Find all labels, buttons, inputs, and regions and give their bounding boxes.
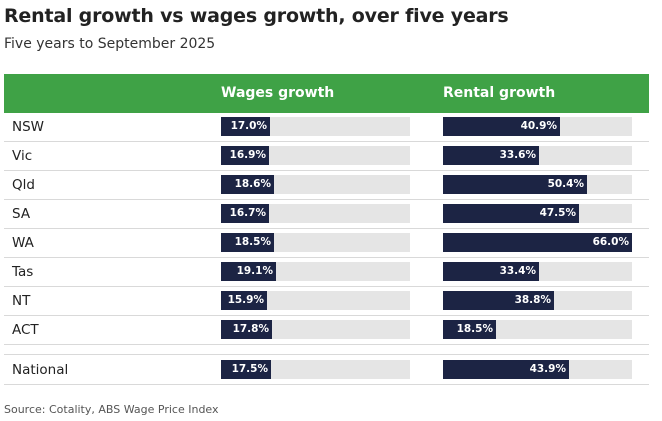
wages-bar-wa: 18.5% xyxy=(221,233,274,252)
bar-value-label: 16.7% xyxy=(229,207,266,219)
rental-bar-act: 18.5% xyxy=(443,320,496,339)
row-label: NSW xyxy=(12,119,45,135)
bar-value-label: 18.5% xyxy=(234,236,271,248)
rental-bar-track: 38.8% xyxy=(443,291,632,310)
bar-value-label: 47.5% xyxy=(539,207,576,219)
rental-bar-track: 47.5% xyxy=(443,204,632,223)
wages-bar-nsw: 17.0% xyxy=(221,117,270,136)
wages-column-header: Wages growth xyxy=(221,85,335,101)
wages-bar-tas: 19.1% xyxy=(221,262,276,281)
row-label: Qld xyxy=(12,177,35,193)
rental-bar-national: 43.9% xyxy=(443,360,569,379)
table-row-sa: SA 16.7% 47.5% xyxy=(4,200,649,229)
wages-bar-track: 16.9% xyxy=(221,146,410,165)
rental-bar-tas: 33.4% xyxy=(443,262,539,281)
table-row-national: National 17.5% 43.9% xyxy=(4,355,649,385)
wages-bar-track: 17.5% xyxy=(221,360,410,379)
rental-bar-track: 18.5% xyxy=(443,320,632,339)
bar-value-label: 19.1% xyxy=(236,265,273,277)
bar-value-label: 40.9% xyxy=(520,120,557,132)
rental-column-header: Rental growth xyxy=(443,85,556,101)
table-row-vic: Vic 16.9% 33.6% xyxy=(4,142,649,171)
wages-bar-act: 17.8% xyxy=(221,320,272,339)
rental-bar-sa: 47.5% xyxy=(443,204,579,223)
chart-title: Rental growth vs wages growth, over five… xyxy=(4,5,509,27)
bar-value-label: 50.4% xyxy=(547,178,584,190)
rental-bar-wa: 66.0% xyxy=(443,233,632,252)
row-label: National xyxy=(12,362,69,378)
source-note: Source: Cotality, ABS Wage Price Index xyxy=(4,403,219,416)
row-label: NT xyxy=(12,293,31,309)
chart-subtitle: Five years to September 2025 xyxy=(4,36,216,52)
wages-bar-track: 18.6% xyxy=(221,175,410,194)
rental-bar-qld: 50.4% xyxy=(443,175,587,194)
wages-bar-track: 16.7% xyxy=(221,204,410,223)
bar-value-label: 18.6% xyxy=(234,178,271,190)
bar-value-label: 17.5% xyxy=(231,363,268,375)
wages-bar-qld: 18.6% xyxy=(221,175,274,194)
row-divider xyxy=(4,345,649,355)
wages-bar-nt: 15.9% xyxy=(221,291,267,310)
bar-value-label: 43.9% xyxy=(529,363,566,375)
table-header: Wages growth Rental growth xyxy=(4,74,649,113)
rental-bar-vic: 33.6% xyxy=(443,146,539,165)
bar-value-label: 15.9% xyxy=(227,294,264,306)
bar-value-label: 33.6% xyxy=(499,149,536,161)
wages-bar-track: 17.8% xyxy=(221,320,410,339)
bar-table: NSW 17.0% 40.9% Vic 16.9% 33.6% Qld 18.6% 50.4% S… xyxy=(4,113,649,385)
rental-bar-track: 33.6% xyxy=(443,146,632,165)
wages-bar-track: 15.9% xyxy=(221,291,410,310)
wages-bar-sa: 16.7% xyxy=(221,204,269,223)
row-label: SA xyxy=(12,206,31,222)
wages-bar-track: 19.1% xyxy=(221,262,410,281)
rental-bar-nt: 38.8% xyxy=(443,291,554,310)
rental-bar-track: 66.0% xyxy=(443,233,632,252)
table-row-wa: WA 18.5% 66.0% xyxy=(4,229,649,258)
bar-value-label: 17.0% xyxy=(230,120,267,132)
bar-value-label: 38.8% xyxy=(514,294,551,306)
bar-value-label: 33.4% xyxy=(499,265,536,277)
row-label: ACT xyxy=(12,322,39,338)
wages-bar-track: 18.5% xyxy=(221,233,410,252)
rental-bar-nsw: 40.9% xyxy=(443,117,560,136)
table-row-nt: NT 15.9% 38.8% xyxy=(4,287,649,316)
rental-bar-track: 50.4% xyxy=(443,175,632,194)
bar-value-label: 17.8% xyxy=(232,323,269,335)
table-row-nsw: NSW 17.0% 40.9% xyxy=(4,113,649,142)
rental-bar-track: 33.4% xyxy=(443,262,632,281)
wages-bar-vic: 16.9% xyxy=(221,146,269,165)
wages-bar-national: 17.5% xyxy=(221,360,271,379)
bar-value-label: 66.0% xyxy=(592,236,629,248)
table-row-tas: Tas 19.1% 33.4% xyxy=(4,258,649,287)
rental-bar-track: 43.9% xyxy=(443,360,632,379)
row-label: Tas xyxy=(12,264,34,280)
rental-bar-track: 40.9% xyxy=(443,117,632,136)
table-row-qld: Qld 18.6% 50.4% xyxy=(4,171,649,200)
bar-value-label: 16.9% xyxy=(229,149,266,161)
row-label: Vic xyxy=(12,148,33,164)
bar-value-label: 18.5% xyxy=(456,323,493,335)
table-row-act: ACT 17.8% 18.5% xyxy=(4,316,649,345)
wages-bar-track: 17.0% xyxy=(221,117,410,136)
row-label: WA xyxy=(12,235,34,251)
